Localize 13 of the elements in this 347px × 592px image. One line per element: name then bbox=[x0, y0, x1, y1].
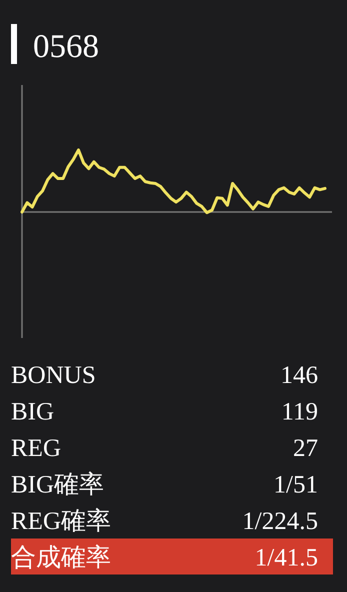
category-label: REG確率 bbox=[11, 507, 111, 535]
text: 119 bbox=[281, 398, 318, 426]
text: 27 bbox=[293, 435, 318, 462]
text: 1/51 bbox=[274, 472, 318, 498]
category-label: BIG bbox=[11, 398, 54, 426]
category-label: 合成確率 bbox=[11, 544, 111, 572]
category-label: BONUS bbox=[11, 362, 96, 389]
text: 146 bbox=[280, 362, 318, 389]
chart-title: 0568 bbox=[33, 29, 99, 65]
text: 1/41.5 bbox=[254, 544, 318, 572]
category-label: BIG確率 bbox=[11, 470, 104, 498]
category-label: REG bbox=[11, 435, 61, 462]
text: 1/224.5 bbox=[242, 508, 318, 535]
